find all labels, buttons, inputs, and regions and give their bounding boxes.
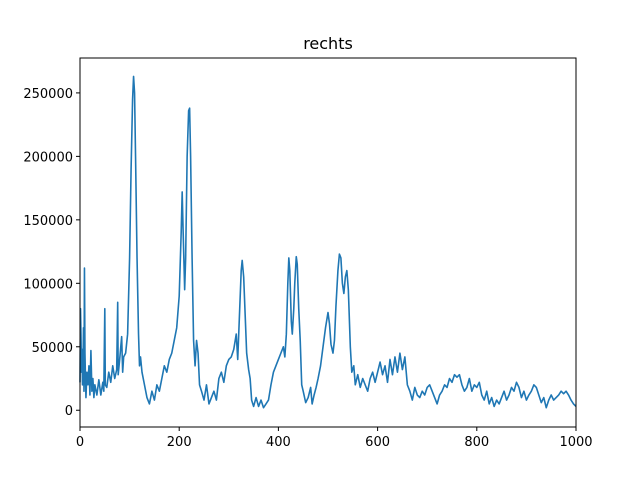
x-tick-label: 800 (464, 435, 489, 450)
y-tick-label: 250000 (23, 87, 73, 102)
y-tick-label: 200000 (23, 150, 73, 165)
x-axis: 0 200 400 600 800 1000 (76, 427, 593, 450)
x-tick-label: 200 (167, 435, 192, 450)
x-tick-label: 600 (365, 435, 390, 450)
y-tick-label: 50000 (32, 341, 73, 356)
chart-title: rechts (303, 34, 353, 53)
plot-area (79, 75, 577, 409)
axes-frame (79, 57, 577, 428)
y-axis: 0 50000 100000 150000 200000 250000 (23, 87, 80, 419)
x-tick-label: 400 (266, 435, 291, 450)
x-tick-label: 1000 (559, 435, 592, 450)
y-tick-label: 100000 (23, 277, 73, 292)
series-line-1 (79, 75, 577, 409)
y-tick-label: 150000 (23, 214, 73, 229)
x-tick-label: 0 (76, 435, 84, 450)
y-tick-label: 0 (65, 404, 73, 419)
